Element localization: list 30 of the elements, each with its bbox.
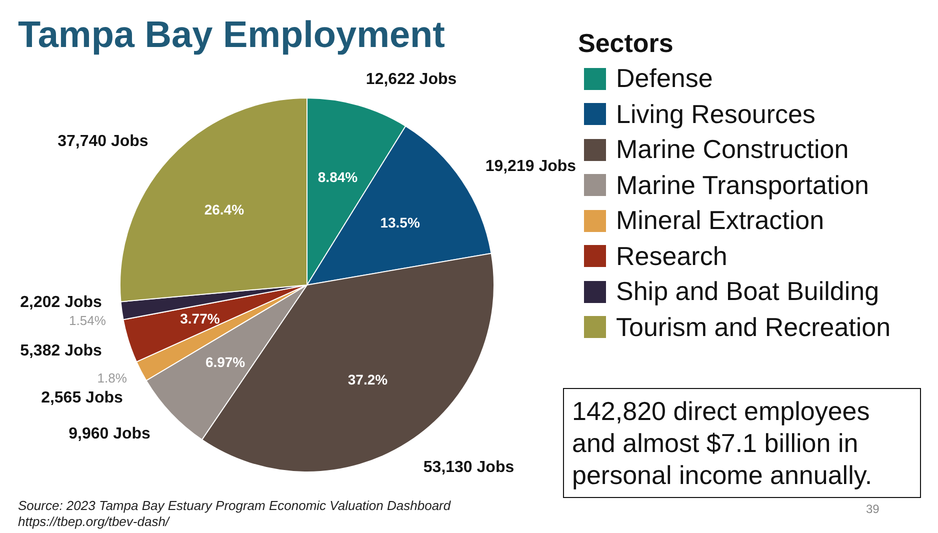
legend-title: Sectors — [578, 28, 674, 59]
data-label: 53,130 Jobs — [423, 458, 514, 476]
text: 39 — [866, 502, 880, 516]
legend-label: Marine Construction — [616, 134, 849, 166]
text: https://tbep.org/tbev-dash/ — [18, 514, 170, 529]
text: 13.5% — [380, 214, 420, 230]
text: 26.4% — [204, 201, 244, 218]
legend-label: Mineral Extraction — [616, 205, 824, 236]
source-note: Source: 2023 Tampa Bay Estuary Program Economic Valuation Dashboard — [18, 498, 451, 513]
data-label: 12,622 Jobs — [366, 71, 457, 88]
text: 142,820 direct employees and almost $7.1 billion in personal income annually. — [563, 388, 921, 498]
text: 1.8% — [97, 370, 127, 386]
data-label: 2,565 Jobs — [41, 390, 124, 407]
legend-label: Ship and Boat Building — [616, 276, 880, 308]
text: 3.77% — [180, 310, 220, 327]
legend-label: Living Resources — [616, 98, 816, 130]
data-label: 5,382 Jobs — [20, 342, 102, 360]
text: 8.84% — [318, 169, 358, 186]
chart-title: Tampa Bay Employment — [18, 14, 445, 56]
legend-label: Tourism and Recreation — [616, 312, 891, 343]
data-label: 37,740 Jobs — [58, 132, 148, 150]
data-label: 9,960 Jobs — [68, 425, 151, 442]
legend-label: Defense — [616, 63, 713, 94]
text: 6.97% — [205, 354, 246, 370]
legend-label: Marine Transportation — [616, 170, 869, 201]
text: 1.54% — [69, 312, 106, 328]
text: 37.2% — [348, 371, 388, 388]
data-label: 2,202 Jobs — [20, 294, 102, 311]
legend-label: Research — [616, 240, 728, 272]
data-label: 19,219 Jobs — [485, 158, 576, 175]
